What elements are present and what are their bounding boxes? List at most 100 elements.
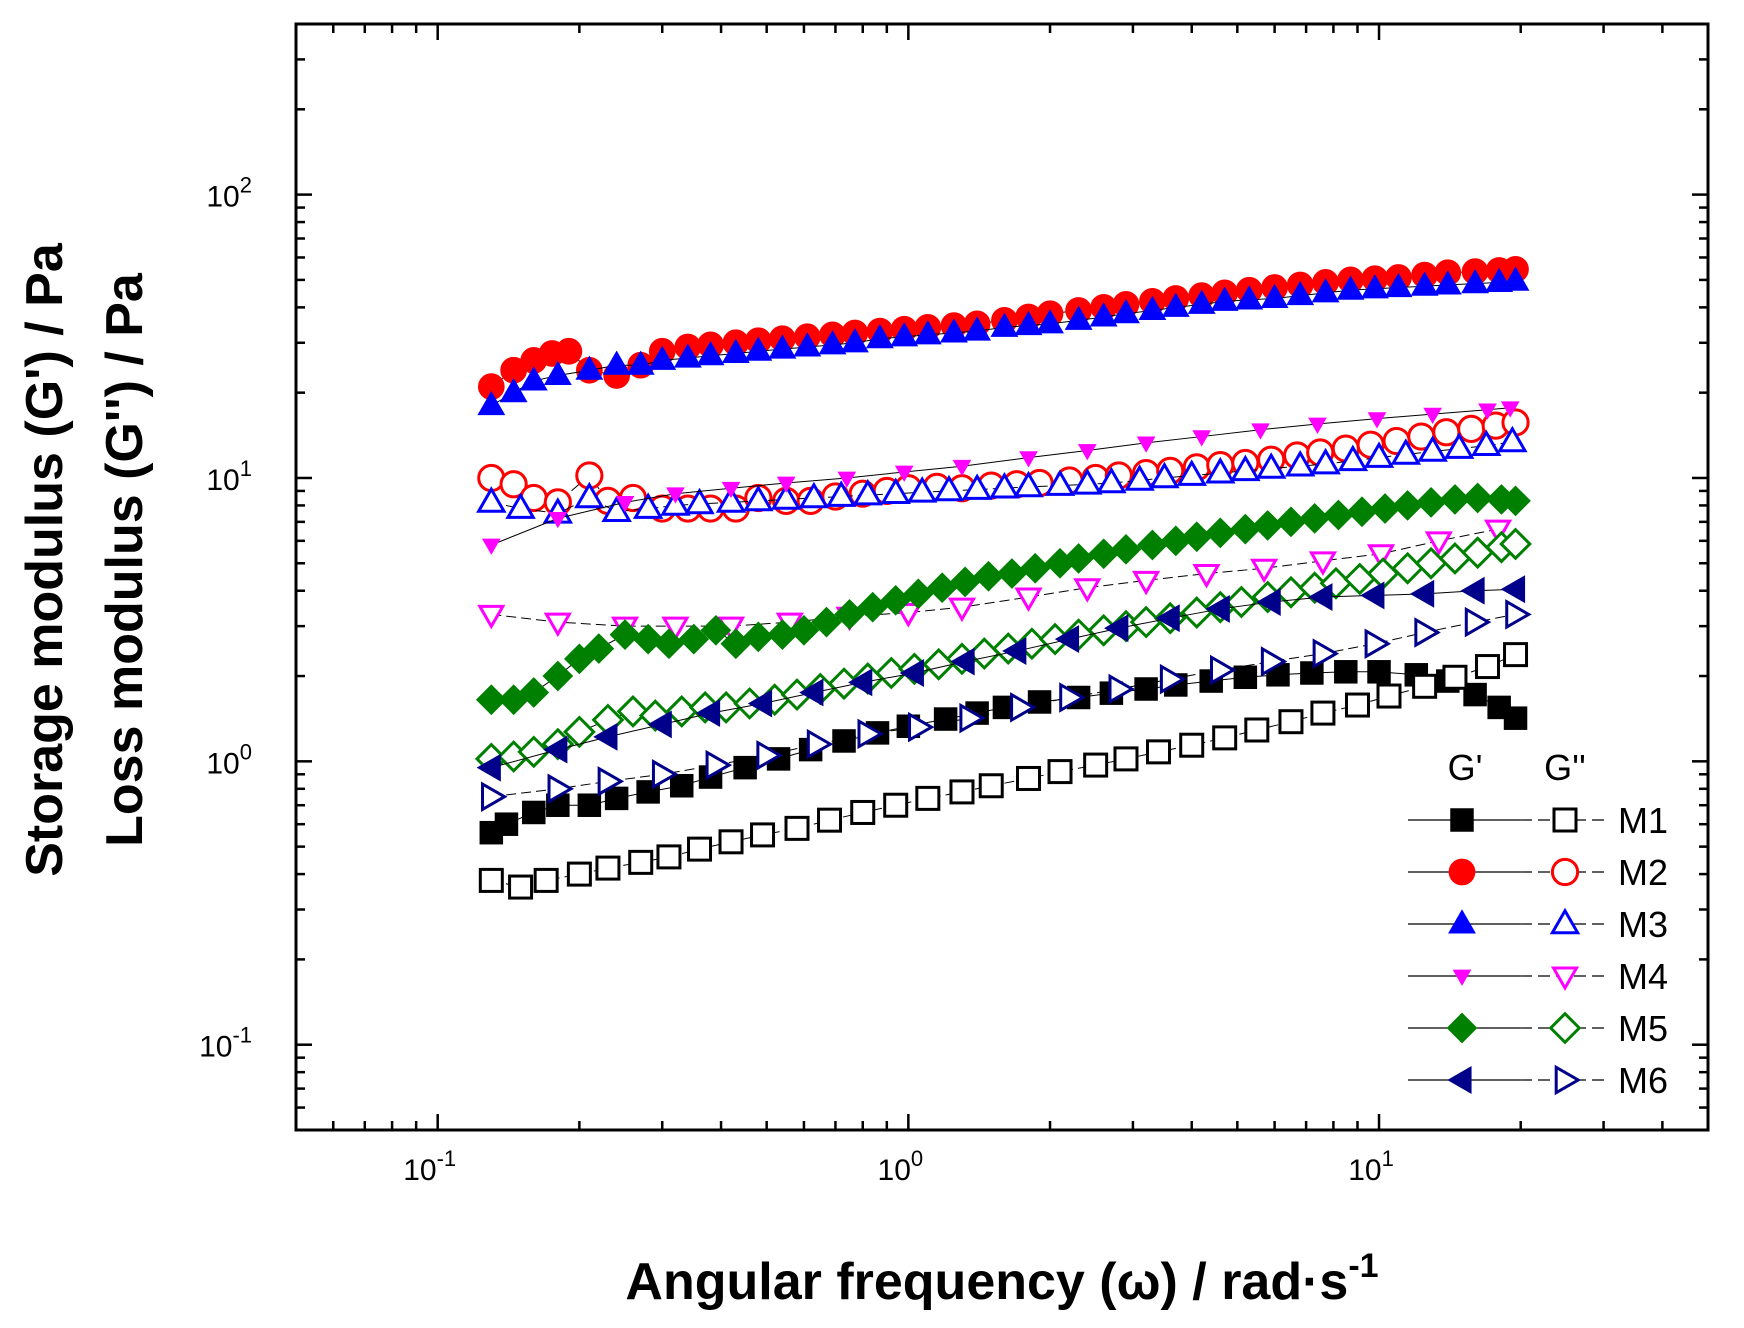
data-point-m3-gp [865,324,894,349]
data-point-m3-gp [1138,295,1167,321]
data-point-m4-gpp [1192,564,1221,589]
data-point-m1-gpp [566,861,592,887]
data-point-m3-gpp [684,487,715,515]
data-point-m3-gp [1064,305,1093,330]
data-point-m6-gpp [756,740,783,771]
data-point-m3-gp [1410,271,1439,296]
data-point-m4-gp [1019,451,1038,468]
data-point-m1-gpp [1047,759,1073,785]
legend-label-m4: M4 [1618,956,1668,997]
data-point-m5-gp [1500,485,1531,517]
ticks-layer: 10-1 100 101 10-1 100 101 102 [199,22,1710,1187]
data-point-m4-gpp [1073,578,1102,603]
data-point-m3-gp [1336,275,1365,300]
data-point-m3-gp [913,320,942,345]
data-point-m3-gpp [743,484,774,512]
data-point-m6-gp [1002,637,1027,666]
data-point-m3-gp [543,360,572,386]
data-point-m6-gp [1409,579,1435,608]
data-point-m5-gp [1110,533,1142,565]
x-axis-title-text: Angular frequency (ω) / rad·s [625,1253,1348,1311]
data-point-m5-gp [583,633,615,664]
data-point-m5-gp [788,614,820,646]
legend-marker-gpp [1550,966,1580,992]
legend-label-m5: M5 [1618,1008,1668,1049]
data-point-m3-gp [940,318,968,343]
data-point-m4-gpp [477,604,506,630]
x-tick-label: 100 [878,1146,924,1187]
data-point-m3-gp [1384,272,1413,298]
data-point-m3-gpp [1390,438,1422,465]
data-point-m6-gpp [1364,628,1392,659]
data-point-m3-gpp [1471,429,1502,456]
data-point-m5-gp [1299,503,1331,534]
series-m1-gp-line [491,671,1516,834]
data-point-m3-gp [1286,280,1315,306]
data-point-m3-gpp [1205,456,1236,484]
data-point-m6-gp [799,678,824,707]
legend-marker-gp [1448,858,1476,886]
data-point-m5-gp [1019,552,1051,584]
data-point-m5-gpp [1438,542,1472,575]
data-point-m1-gpp [750,822,776,848]
data-point-m3-gpp [798,481,830,509]
data-point-m5-gp [973,560,1004,592]
data-point-m3-gp [1187,289,1216,314]
data-point-m1-gpp [1310,700,1336,726]
data-point-m1-gpp [784,815,810,841]
data-point-m5-gp [1323,499,1354,531]
data-point-m4-gpp [947,597,977,623]
x-axis-title-exponent: -1 [1348,1247,1378,1285]
series-m6 [476,575,1532,812]
data-point-m6-gpp [1059,682,1086,713]
data-point-m6-gpp [705,749,733,781]
data-point-m6-gp [543,735,568,764]
y-tick-label: 10-1 [199,1023,252,1064]
legend-marker-gp [1446,1012,1478,1044]
legend-item-m3: M3 [1408,904,1668,945]
data-point-m5-gpp [1274,575,1308,609]
legend-marker-gpp [1550,857,1580,887]
data-point-m3-gp [744,336,773,361]
data-point-m3-gpp [1284,450,1316,477]
legend-marker-gpp [1554,1064,1582,1096]
legend: G' G'' M1 M2 M3 M4 M5 M6 [1408,747,1668,1101]
series-m4-gpp-line [491,528,1499,627]
data-point-m6-gp [1256,588,1281,616]
data-point-m3-gpp [632,492,664,519]
data-point-m5-gpp [562,715,596,749]
data-point-m3-gp [768,334,797,359]
data-point-m1-gp [1134,677,1158,701]
data-point-m1-gpp [718,829,744,855]
data-point-m2-gp [555,337,583,365]
data-point-m5-gpp [1343,562,1377,596]
data-point-m1-gpp [478,867,504,893]
data-point-m5-gp [542,660,574,692]
data-point-m5-gpp [1414,546,1448,580]
data-point-m3-gp [1014,310,1043,336]
data-point-m4-gpp [1132,570,1161,596]
data-point-m6-gp [1205,594,1230,623]
data-point-m4-gp [1423,407,1442,425]
data-point-m6-gpp [547,773,575,805]
data-point-m1-gpp [978,773,1004,799]
legend-marker-gp [1452,969,1472,986]
data-point-m5-gp [518,677,550,708]
data-point-m1-gpp [1376,683,1402,709]
data-point-m5-gp [653,628,685,660]
data-point-m3-gpp [906,476,938,503]
legend-item-m1: M1 [1408,800,1668,841]
data-point-m6-gp [747,689,773,718]
data-point-m6-gp [593,722,618,751]
data-point-m1-gp [494,812,519,836]
data-point-m3-gp [793,332,822,357]
data-point-m3-gpp [1124,464,1155,491]
data-point-m1-gpp [1015,765,1041,791]
data-point-m3-gp [1433,270,1462,295]
data-point-m4-gp [1192,430,1212,447]
data-point-m5-gp [1346,496,1378,528]
data-point-m5-gp [632,623,664,655]
data-point-m1-gpp [1442,664,1468,690]
series-m3-gp-line [491,280,1516,407]
data-point-m5-gp [742,621,774,653]
